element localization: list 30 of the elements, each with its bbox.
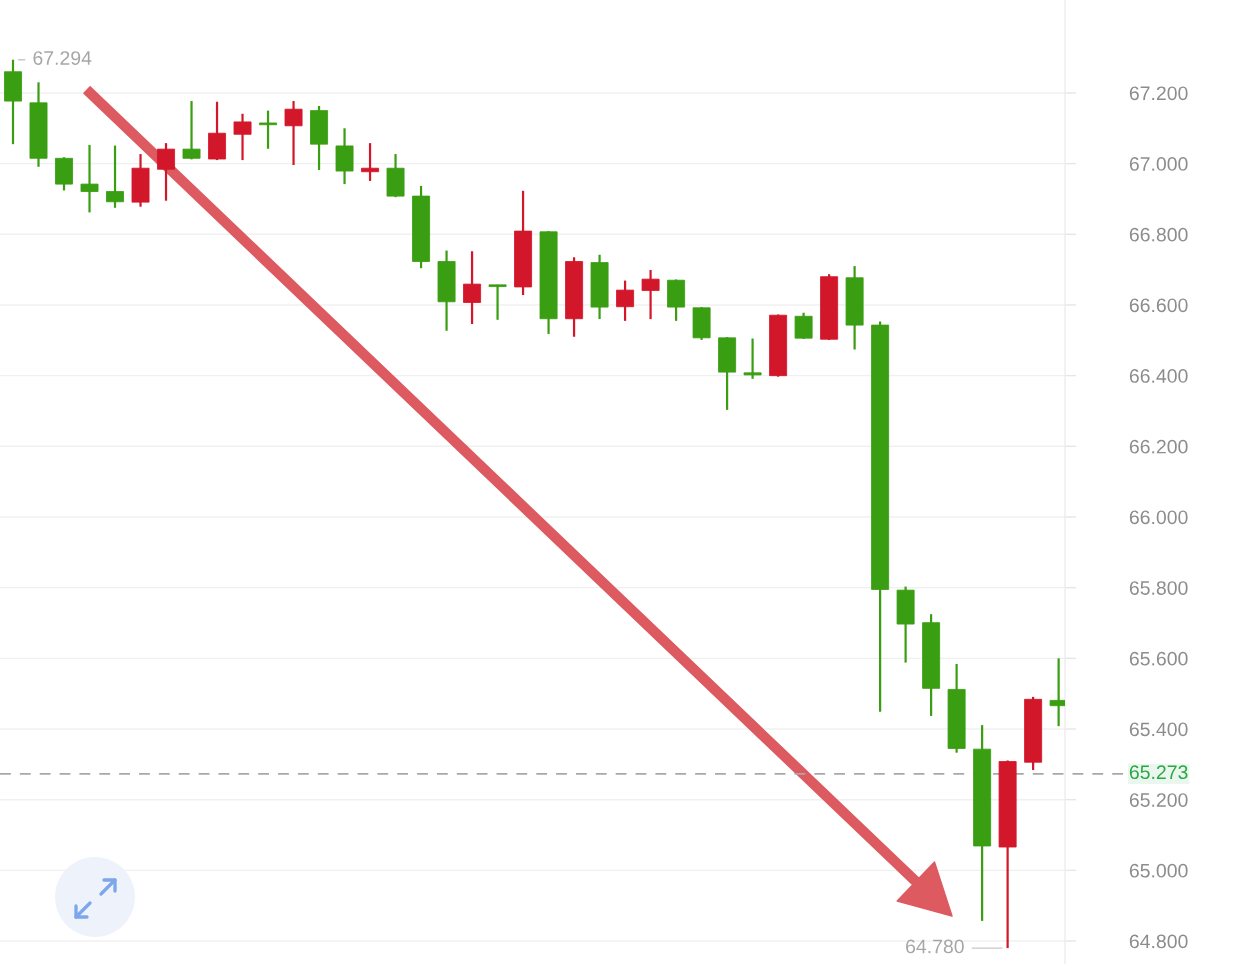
candlestick xyxy=(488,283,507,321)
y-tick-label: 64.800 xyxy=(1129,934,1188,949)
candlestick xyxy=(182,99,201,161)
ref-line-label: 65.273 xyxy=(1129,765,1188,780)
candlestick xyxy=(259,109,277,150)
y-tick-label: 66.000 xyxy=(1129,510,1188,525)
annotation: 67.294 xyxy=(33,51,92,65)
candlestick xyxy=(463,250,482,326)
y-tick-label: 66.400 xyxy=(1129,369,1188,383)
candlestick xyxy=(361,142,380,183)
y-tick-label: 65.600 xyxy=(1129,651,1188,666)
candlestick xyxy=(641,268,660,321)
candlestick xyxy=(616,279,635,322)
y-tick-label: 66.600 xyxy=(1129,298,1188,313)
candlestick xyxy=(80,143,99,214)
candlestick xyxy=(794,311,813,340)
candlestick xyxy=(743,337,762,380)
y-tick-label: 65.800 xyxy=(1129,581,1188,595)
candlestick xyxy=(284,99,303,167)
candlestick xyxy=(157,142,175,202)
y-tick-label: 66.800 xyxy=(1129,227,1188,242)
candlestick xyxy=(233,112,252,162)
annotation: 64.780 xyxy=(906,939,964,954)
y-tick-label: 66.200 xyxy=(1129,439,1188,454)
y-tick-label: 67.200 xyxy=(1129,86,1188,101)
y-tick-label: 65.000 xyxy=(1129,863,1188,878)
y-tick-label: 65.200 xyxy=(1129,793,1188,807)
y-tick-label: 67.000 xyxy=(1129,157,1188,171)
candlestick xyxy=(106,144,124,209)
y-tick-label: 65.400 xyxy=(1129,722,1188,737)
